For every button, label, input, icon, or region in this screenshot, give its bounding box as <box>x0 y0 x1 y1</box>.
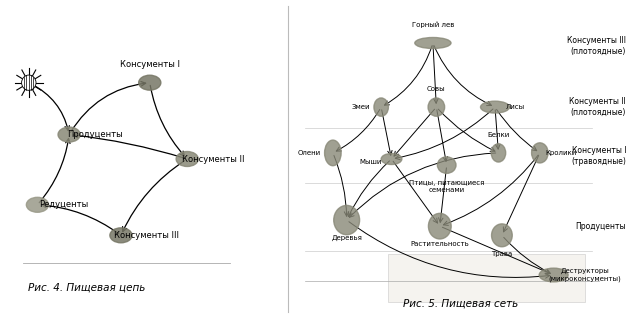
FancyBboxPatch shape <box>388 254 585 302</box>
Text: Растительность: Растительность <box>410 241 469 247</box>
Text: Белки: Белки <box>487 132 510 138</box>
Text: Трава: Трава <box>491 251 513 257</box>
Ellipse shape <box>492 224 512 247</box>
Text: Кролики: Кролики <box>545 150 576 156</box>
Text: Редуценты: Редуценты <box>39 200 88 209</box>
Text: Деструкторы
(микроконсументы): Деструкторы (микроконсументы) <box>548 268 621 282</box>
Ellipse shape <box>491 144 506 162</box>
Ellipse shape <box>428 98 444 116</box>
Text: Олени: Олени <box>297 150 320 156</box>
Ellipse shape <box>176 151 198 167</box>
Ellipse shape <box>27 197 49 212</box>
Text: Консументы I: Консументы I <box>120 60 180 69</box>
Ellipse shape <box>437 157 456 173</box>
Ellipse shape <box>539 268 568 282</box>
Text: Рис. 4. Пищевая цепь: Рис. 4. Пищевая цепь <box>28 282 145 292</box>
Ellipse shape <box>480 101 510 113</box>
Ellipse shape <box>429 213 451 239</box>
Text: Консументы II
(плотоядные): Консументы II (плотоядные) <box>569 97 626 117</box>
Text: Деревья: Деревья <box>331 235 362 241</box>
Ellipse shape <box>58 127 80 142</box>
Text: Консументы III
(плотоядные): Консументы III (плотоядные) <box>567 36 626 56</box>
Ellipse shape <box>139 75 161 90</box>
Ellipse shape <box>532 143 548 163</box>
Text: Продуценты: Продуценты <box>575 222 626 231</box>
Ellipse shape <box>415 38 451 48</box>
Circle shape <box>22 75 36 90</box>
Text: Змеи: Змеи <box>351 104 370 110</box>
Text: Консументы III: Консументы III <box>115 231 179 240</box>
Text: Совы: Совы <box>427 86 446 92</box>
Text: Рис. 5. Пищевая сеть: Рис. 5. Пищевая сеть <box>403 299 518 309</box>
Ellipse shape <box>381 154 402 164</box>
Text: Консументы II: Консументы II <box>182 155 244 163</box>
Ellipse shape <box>374 98 389 116</box>
Text: Лисы: Лисы <box>506 104 525 110</box>
Text: Горный лев: Горный лев <box>411 21 454 28</box>
Text: Продуценты: Продуценты <box>67 130 123 139</box>
Ellipse shape <box>334 205 360 235</box>
Text: Консументы I
(травоядные): Консументы I (травоядные) <box>571 146 626 166</box>
Ellipse shape <box>325 140 341 166</box>
Text: Мыши: Мыши <box>360 159 382 165</box>
Ellipse shape <box>110 228 132 243</box>
Text: Птицы, питающиеся
семенами: Птицы, питающиеся семенами <box>409 180 484 193</box>
